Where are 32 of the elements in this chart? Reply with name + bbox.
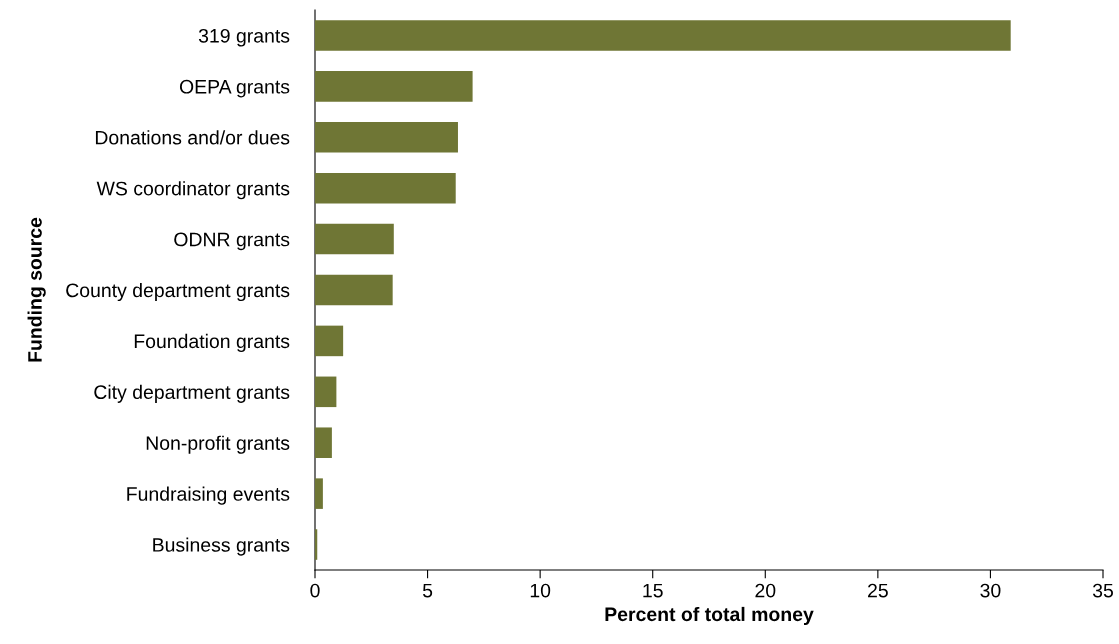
y-tick-label: Business grants: [153, 537, 290, 556]
bar: [315, 172, 456, 204]
y-tick-label: 319 grants: [198, 28, 290, 47]
bar: [315, 274, 393, 306]
bar: [315, 122, 458, 153]
x-tick-label: 30: [980, 583, 1001, 598]
y-tick-label: WS coordinator grants: [96, 181, 290, 200]
bar: [315, 325, 344, 357]
y-tick-label: Donations and/or dues: [95, 130, 290, 145]
bar: [315, 427, 332, 458]
bar: [315, 478, 323, 509]
x-tick-label: 5: [422, 583, 433, 598]
y-tick-label: County department grants: [66, 282, 290, 302]
x-axis-title: Percent of total money: [605, 606, 814, 625]
x-tick-label: 10: [530, 583, 551, 598]
y-tick-label: City department grants: [94, 384, 290, 403]
bar: [315, 223, 394, 255]
y-tick-label: Fundraising events: [127, 486, 290, 505]
bar: [315, 529, 318, 560]
y-axis-title: Funding source: [27, 217, 46, 362]
x-tick-label: 25: [868, 583, 888, 598]
y-tick-label: Foundation grants: [134, 333, 290, 352]
y-tick-label: Non-profit grants: [146, 435, 290, 454]
bar: [315, 20, 1011, 51]
y-tick-label: OEPA grants: [179, 79, 290, 98]
bar: [315, 376, 337, 408]
bar: [315, 71, 473, 102]
x-tick-label: 0: [310, 583, 320, 598]
x-tick-label: 20: [755, 583, 776, 598]
y-tick-label: ODNR grants: [174, 232, 290, 251]
x-tick-label: 35: [1092, 583, 1113, 598]
x-tick-label: 15: [643, 583, 663, 598]
